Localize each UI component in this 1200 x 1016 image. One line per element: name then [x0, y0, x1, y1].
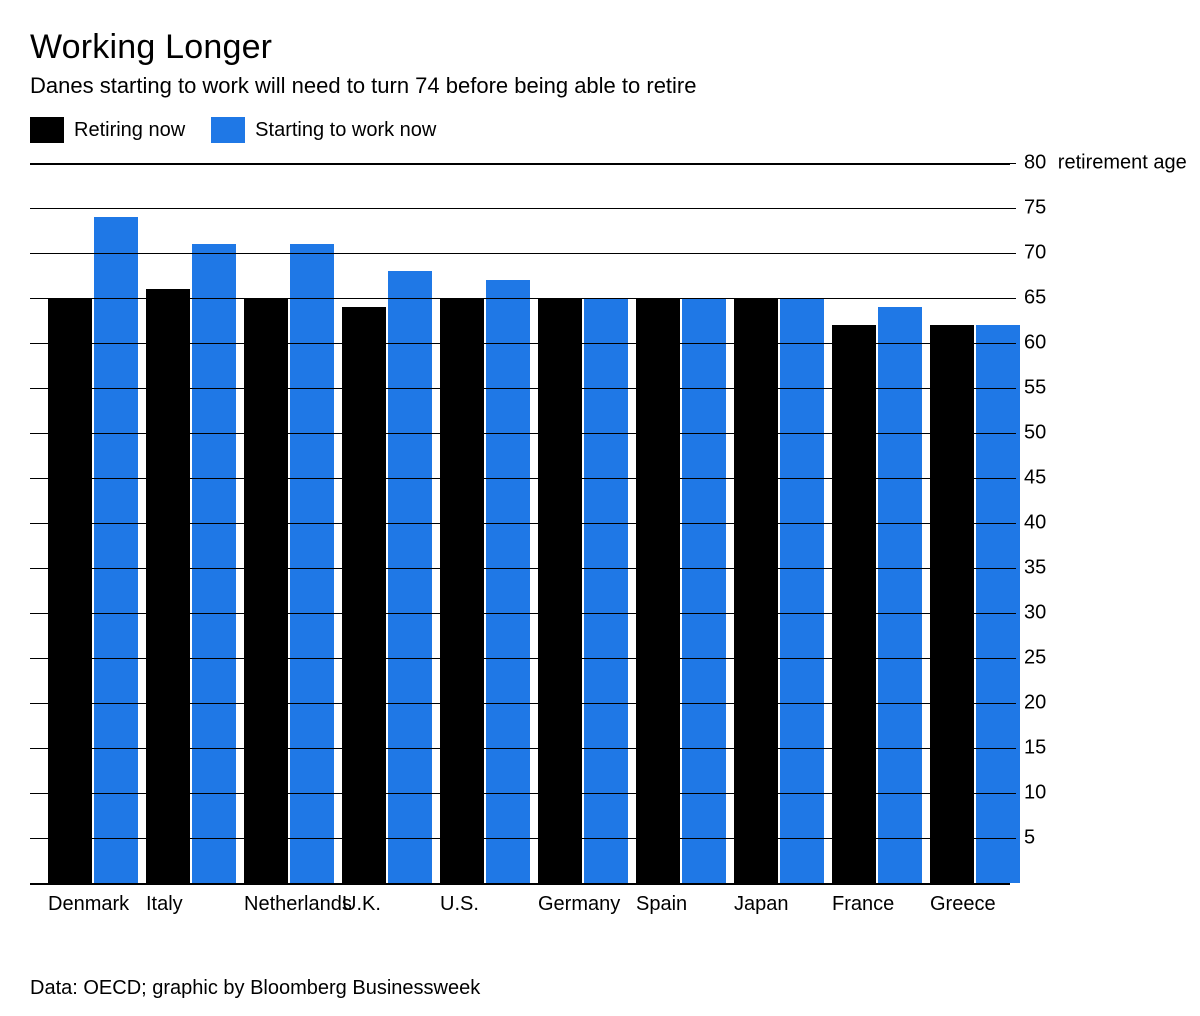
bar [734, 298, 778, 883]
y-tick [1010, 613, 1016, 614]
y-tick-label: 55 [1024, 377, 1046, 400]
y-tick [1010, 568, 1016, 569]
gridline [30, 523, 1010, 524]
y-tick-label: 20 [1024, 692, 1046, 715]
y-tick-label: 65 [1024, 287, 1046, 310]
legend: Retiring now Starting to work now [30, 117, 1170, 143]
x-tick-label: Netherlands [244, 893, 352, 916]
y-axis: 5101520253035404550556065707580 retireme… [1010, 163, 1170, 883]
x-tick-label: Greece [930, 893, 996, 916]
y-tick [1010, 478, 1016, 479]
y-tick-label: 70 [1024, 242, 1046, 265]
bar [682, 298, 726, 883]
y-tick [1010, 523, 1016, 524]
bar [584, 298, 628, 883]
legend-item: Retiring now [30, 117, 185, 143]
legend-item: Starting to work now [211, 117, 436, 143]
x-tick-label: Italy [146, 893, 183, 916]
x-tick-label: France [832, 893, 894, 916]
plot-area [30, 163, 1010, 885]
x-tick-label: U.K. [342, 893, 381, 916]
bar [780, 298, 824, 883]
x-tick-label: Germany [538, 893, 620, 916]
chart-title: Working Longer [30, 28, 1170, 67]
legend-swatch [30, 117, 64, 143]
gridline [30, 703, 1010, 704]
bar [192, 244, 236, 883]
chart-footer: Data: OECD; graphic by Bloomberg Busines… [30, 977, 1170, 1000]
gridline [30, 613, 1010, 614]
y-tick [1010, 838, 1016, 839]
gridline [30, 568, 1010, 569]
x-axis-labels: Denmark Italy NetherlandsU.K. U.S. Germany Sp… [30, 893, 1010, 927]
y-tick [1010, 163, 1016, 164]
gridline [30, 433, 1010, 434]
bar [930, 325, 974, 883]
y-tick-label: 75 [1024, 197, 1046, 220]
y-tick-label: 15 [1024, 737, 1046, 760]
y-tick [1010, 208, 1016, 209]
gridline [30, 793, 1010, 794]
gridline [30, 478, 1010, 479]
gridline [30, 658, 1010, 659]
y-tick [1010, 793, 1016, 794]
x-tick-label: U.S. [440, 893, 479, 916]
y-tick [1010, 703, 1016, 704]
y-tick [1010, 433, 1016, 434]
y-tick-label: 5 [1024, 827, 1035, 850]
bar [636, 298, 680, 883]
bar [94, 217, 138, 883]
x-tick-label: Denmark [48, 893, 129, 916]
bar [48, 298, 92, 883]
y-tick-label: 50 [1024, 422, 1046, 445]
y-tick [1010, 253, 1016, 254]
bar [878, 307, 922, 883]
y-tick-label: 80 retirement age [1024, 152, 1187, 175]
legend-label: Retiring now [74, 119, 185, 142]
y-tick [1010, 298, 1016, 299]
y-tick-label: 10 [1024, 782, 1046, 805]
y-tick [1010, 658, 1016, 659]
y-tick-label: 40 [1024, 512, 1046, 535]
gridline [30, 208, 1010, 209]
bar [244, 298, 288, 883]
y-tick-label: 30 [1024, 602, 1046, 625]
gridline [30, 838, 1010, 839]
gridline [30, 343, 1010, 344]
y-tick [1010, 388, 1016, 389]
y-tick-label: 25 [1024, 647, 1046, 670]
y-tick [1010, 343, 1016, 344]
bar [538, 298, 582, 883]
bar [290, 244, 334, 883]
chart-row: 5101520253035404550556065707580 retireme… [30, 163, 1170, 885]
gridline [30, 298, 1010, 299]
gridline [30, 253, 1010, 254]
legend-label: Starting to work now [255, 119, 436, 142]
bar [440, 298, 484, 883]
bar [342, 307, 386, 883]
y-tick [1010, 748, 1016, 749]
gridline [30, 388, 1010, 389]
gridline [30, 748, 1010, 749]
x-tick-label: Spain [636, 893, 687, 916]
legend-swatch [211, 117, 245, 143]
x-tick-label: Japan [734, 893, 789, 916]
chart-container: Working Longer Danes starting to work wi… [0, 0, 1200, 1016]
y-tick-label: 45 [1024, 467, 1046, 490]
y-tick-label: 60 [1024, 332, 1046, 355]
y-tick-label: 35 [1024, 557, 1046, 580]
y-axis-title: retirement age [1052, 152, 1187, 174]
bar [832, 325, 876, 883]
bar [388, 271, 432, 883]
chart-subtitle: Danes starting to work will need to turn… [30, 73, 1170, 99]
